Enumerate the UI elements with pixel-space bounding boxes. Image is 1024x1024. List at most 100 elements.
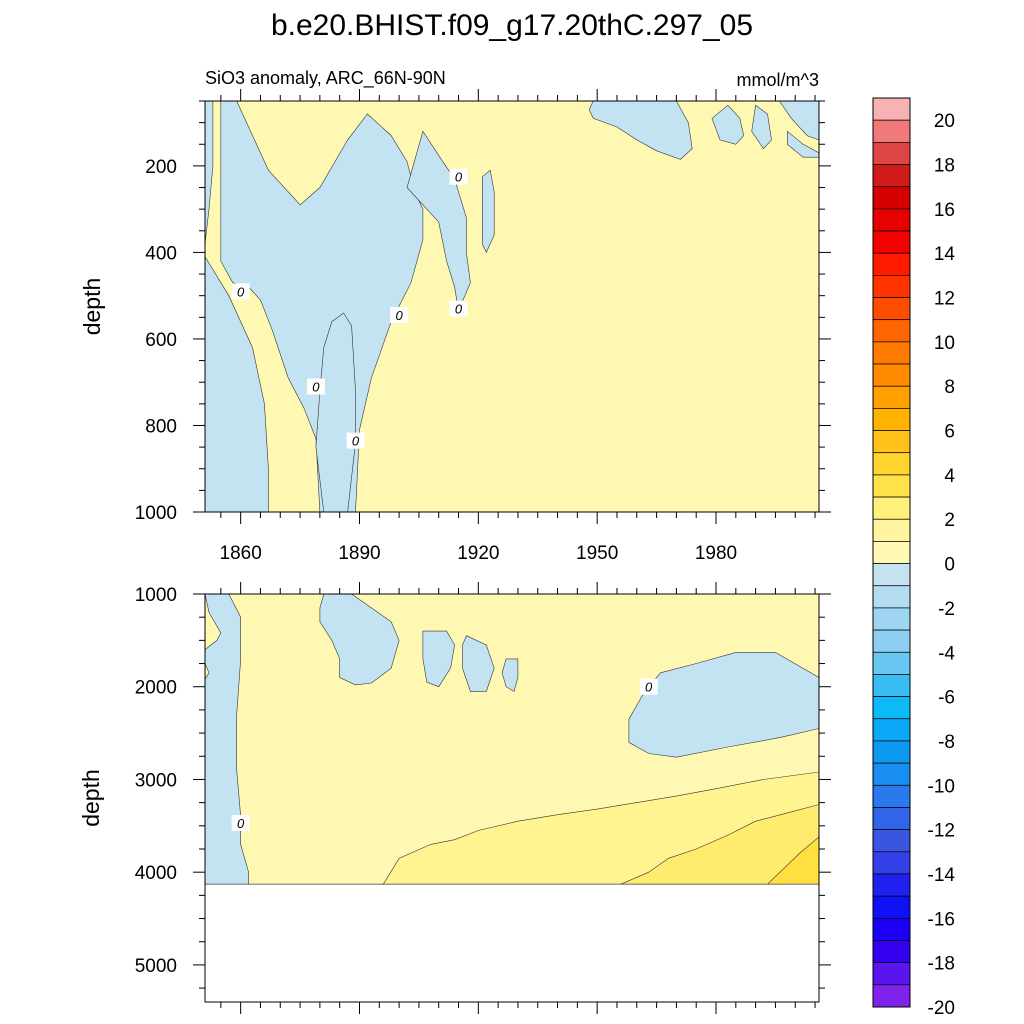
colorbar-label: -16	[928, 909, 955, 930]
colorbar-swatch	[872, 97, 911, 121]
colorbar: 20181614121086420-2-4-6-8-10-12-14-16-18…	[872, 97, 956, 1019]
colorbar-label: 12	[934, 289, 955, 310]
lower-contour-label-bg	[231, 815, 250, 832]
colorbar-label: -6	[938, 688, 955, 709]
colorbar-label: -2	[938, 599, 955, 620]
upper-contour-label: 0	[455, 170, 463, 185]
upper-contour-label: 0	[455, 302, 463, 317]
upper-frame	[204, 100, 820, 513]
lower-y-tick-label: 4000	[135, 863, 177, 884]
colorbar-label: 2	[944, 510, 955, 531]
colorbar-swatch	[872, 385, 911, 409]
lower-negative-region	[628, 652, 819, 758]
lower-y-tick-label: 5000	[135, 956, 177, 977]
lower-field	[205, 594, 819, 1002]
colorbar-swatch	[872, 962, 911, 986]
colorbar-label: 10	[934, 333, 955, 354]
upper-negative-region	[588, 101, 693, 160]
upper-y-tick-label: 400	[145, 243, 177, 264]
upper-contour-label-bg	[449, 300, 468, 317]
upper-y-tick-label: 1000	[135, 503, 177, 524]
lower-y-tick-label: 2000	[135, 678, 177, 699]
colorbar-label: 20	[934, 111, 955, 132]
colorbar-swatch	[872, 807, 911, 830]
colorbar-swatch	[872, 474, 911, 498]
upper-negative-region	[205, 256, 269, 512]
lower-y-tick-label: 1000	[135, 585, 177, 606]
upper-negative-region	[786, 130, 819, 158]
figure-title: b.e20.BHIST.f09_g17.20thC.297_05	[271, 9, 753, 42]
colorbar-swatch	[872, 164, 911, 188]
colorbar-swatch	[872, 119, 911, 143]
lower-negative-region	[462, 635, 495, 692]
upper-x-tick-label: 1920	[457, 543, 499, 564]
upper-contour-label-bg	[306, 378, 325, 395]
upper-contour-label: 0	[395, 308, 403, 323]
colorbar-swatch	[872, 718, 911, 742]
upper-negative-region	[315, 312, 356, 512]
colorbar-swatch	[872, 696, 911, 720]
colorbar-swatch	[872, 186, 911, 210]
colorbar-swatch	[872, 275, 911, 298]
colorbar-label: 6	[944, 422, 955, 443]
upper-contour-label: 0	[237, 284, 245, 299]
colorbar-swatch	[872, 829, 911, 853]
colorbar-label: 0	[944, 555, 955, 576]
upper-x-tick-label: 1860	[220, 543, 262, 564]
upper-panel: 0 0 0 0 0 0 1860 1890 1920 1950 1980 200 400 600 800 10…	[79, 89, 831, 564]
upper-y-tick-label: 200	[145, 157, 177, 178]
lower-negative-region	[501, 658, 519, 692]
lower-contour-label: 0	[645, 680, 653, 695]
lower-y-axis-label: depth	[78, 769, 104, 827]
upper-contour-label-bg	[390, 307, 409, 324]
upper-contour-label: 0	[312, 380, 320, 395]
upper-negative-region	[751, 104, 772, 150]
panel-units-label: mmol/m^3	[737, 70, 819, 90]
colorbar-swatch	[872, 430, 911, 454]
colorbar-label: -14	[928, 865, 956, 886]
colorbar-swatch	[872, 230, 911, 254]
lower-no-data	[205, 884, 819, 1002]
upper-contour-label-bg	[346, 432, 365, 449]
upper-negative-region	[481, 169, 495, 254]
colorbar-swatch	[872, 651, 911, 675]
colorbar-swatch	[872, 319, 911, 343]
colorbar-frame	[872, 97, 911, 1008]
upper-negative-region	[711, 104, 745, 145]
colorbar-label: -20	[928, 998, 955, 1019]
upper-y-tick-label: 800	[145, 416, 177, 437]
colorbar-swatch	[872, 917, 911, 941]
colorbar-swatch	[872, 762, 911, 786]
lower-negative-region	[319, 594, 400, 686]
colorbar-swatch	[872, 674, 911, 697]
colorbar-label: 14	[934, 244, 956, 265]
upper-negative-region	[205, 101, 214, 244]
colorbar-label: 4	[944, 466, 955, 487]
upper-negative-region	[406, 130, 471, 312]
lower-contour-label-bg	[639, 678, 658, 695]
lower-positive-region	[620, 804, 819, 885]
colorbar-swatch	[872, 208, 911, 232]
lower-contour-label: 0	[237, 816, 245, 831]
colorbar-swatch	[872, 940, 911, 964]
colorbar-swatch	[872, 496, 911, 520]
colorbar-label: -8	[938, 732, 955, 753]
colorbar-swatch	[872, 851, 911, 875]
colorbar-swatch	[872, 784, 911, 808]
colorbar-label: 18	[934, 156, 955, 177]
lower-y-tick-label: 3000	[135, 770, 177, 791]
upper-contour-label-bg	[231, 283, 250, 300]
colorbar-label: -4	[938, 643, 955, 664]
lower-panel: 0 0 1000 2000 3000 4000 5000 depth	[78, 582, 831, 1014]
lower-negative-region	[422, 630, 455, 688]
colorbar-swatch	[872, 629, 911, 653]
upper-negative-region	[704, 101, 819, 141]
colorbar-swatch	[872, 518, 911, 542]
colorbar-swatch	[872, 740, 911, 764]
colorbar-swatch	[872, 252, 911, 276]
colorbar-swatch	[872, 363, 911, 387]
colorbar-label: -10	[928, 776, 955, 797]
colorbar-swatch	[872, 984, 911, 1008]
colorbar-label: -18	[928, 954, 955, 975]
upper-field	[205, 101, 819, 512]
